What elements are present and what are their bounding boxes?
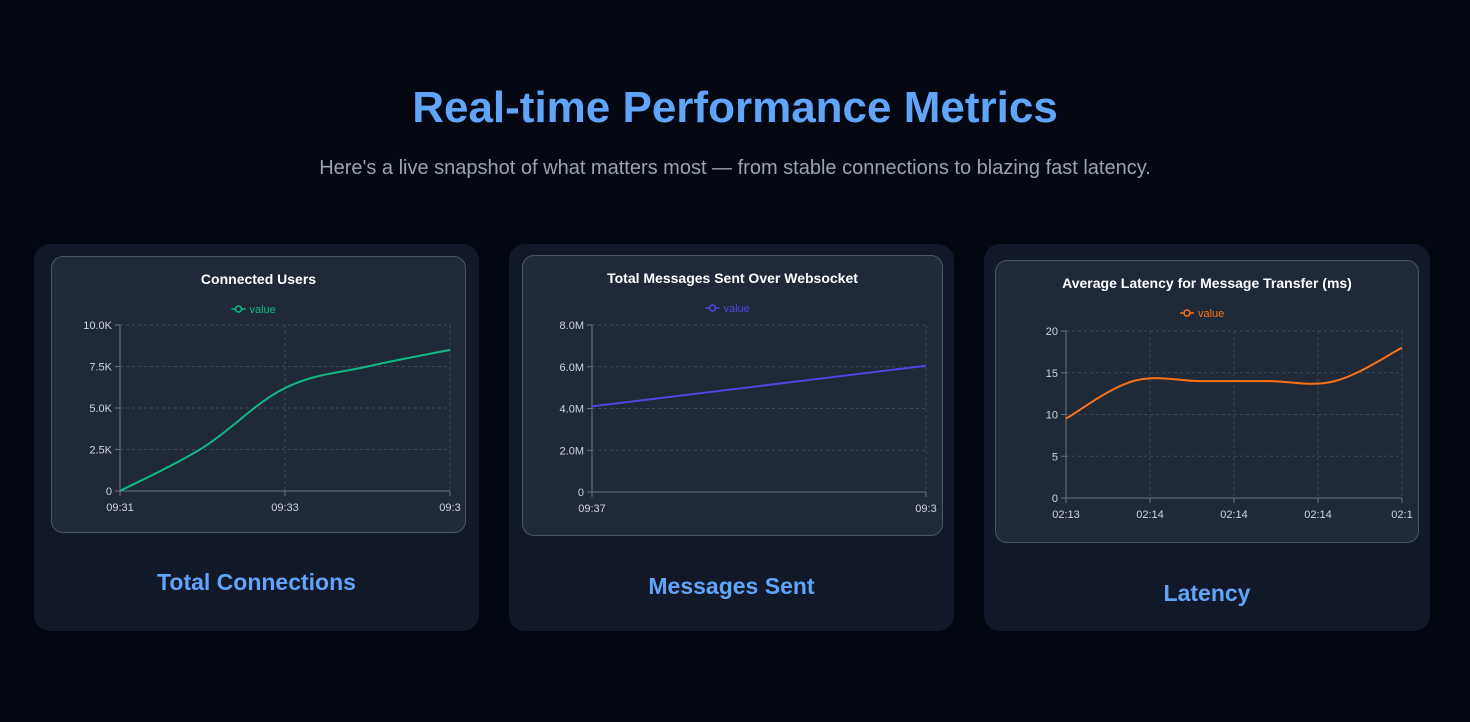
y-tick-label: 0 — [1052, 493, 1058, 505]
card-latency: Average Latency for Message Transfer (ms… — [984, 244, 1430, 631]
y-tick-label: 2.0M — [560, 445, 584, 457]
y-tick-label: 4.0M — [560, 404, 584, 416]
chart-title: Total Messages Sent Over Websocket — [607, 270, 858, 286]
y-tick-label: 5 — [1052, 451, 1058, 463]
y-tick-label: 6.0M — [560, 362, 584, 374]
x-tick-label: 09:33 — [271, 502, 299, 514]
series-line-value — [119, 348, 451, 492]
series-line-value — [591, 364, 927, 408]
x-tick-label: 09:3 — [439, 502, 460, 514]
page-subtitle: Here's a live snapshot of what matters m… — [319, 157, 1151, 179]
y-tick-label: 0 — [106, 486, 112, 498]
connected-users-chart: Connected Users value 0 2.5K 5.0K 7.5K 10.0K 09… — [83, 271, 460, 514]
y-tick-label: 5.0K — [89, 403, 112, 415]
chart-messages-sent: Total Messages Sent Over Websocket value 0… — [522, 255, 943, 536]
x-tick-label: 02:14 — [1136, 509, 1164, 521]
x-tick-label: 02:1 — [1391, 509, 1412, 521]
x-tick-label: 09:31 — [106, 502, 134, 514]
card-total-connections: Connected Users value 0 2.5K 5.0K 7.5K 10.0K 09… — [34, 244, 479, 631]
messages-sent-chart: Total Messages Sent Over Websocket value 0… — [560, 270, 937, 515]
chart-latency: Average Latency for Message Transfer (ms… — [995, 260, 1419, 543]
y-tick-label: 15 — [1046, 368, 1058, 380]
page-title: Real-time Performance Metrics — [412, 83, 1058, 132]
x-tick-label: 09:3 — [915, 503, 936, 515]
legend-label: value — [724, 303, 750, 315]
series-line-value — [1065, 346, 1403, 420]
chart-title: Average Latency for Message Transfer (ms… — [1062, 275, 1352, 291]
x-tick-label: 02:14 — [1220, 509, 1248, 521]
x-tick-label: 09:37 — [578, 503, 606, 515]
y-tick-label: 10.0K — [83, 320, 112, 332]
card-messages-sent: Total Messages Sent Over Websocket value 0… — [509, 244, 954, 631]
x-tick-label: 02:14 — [1304, 509, 1332, 521]
legend-marker — [234, 305, 243, 313]
x-tick-label: 02:13 — [1052, 509, 1080, 521]
y-tick-label: 8.0M — [560, 320, 584, 332]
y-tick-label: 2.5K — [89, 445, 112, 457]
chart-connected-users: Connected Users value 0 2.5K 5.0K 7.5K 10.0K 09… — [51, 256, 466, 533]
legend-marker — [708, 304, 717, 312]
latency-chart: Average Latency for Message Transfer (ms… — [1046, 275, 1413, 521]
card-label: Messages Sent — [648, 573, 815, 599]
y-tick-label: 0 — [578, 487, 584, 499]
legend-label: value — [250, 304, 276, 316]
legend-marker — [1183, 309, 1191, 317]
y-tick-label: 10 — [1046, 410, 1058, 422]
legend-label: value — [1198, 308, 1224, 320]
chart-title: Connected Users — [201, 271, 316, 287]
y-tick-label: 7.5K — [89, 362, 112, 374]
card-label: Latency — [1163, 580, 1251, 606]
card-label: Total Connections — [157, 569, 356, 595]
y-tick-label: 20 — [1046, 326, 1058, 338]
